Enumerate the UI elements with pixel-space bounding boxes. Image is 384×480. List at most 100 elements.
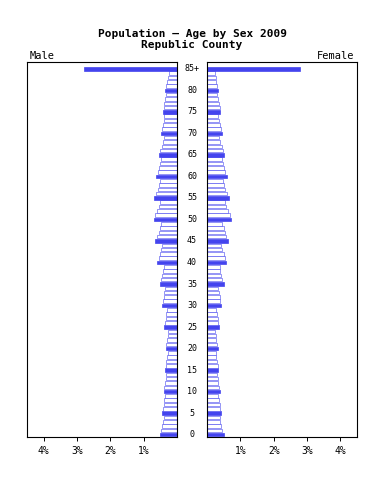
Bar	[207, 355, 216, 359]
Bar	[165, 368, 177, 372]
Text: 20: 20	[187, 344, 197, 353]
Bar	[168, 334, 177, 337]
Text: Female: Female	[317, 50, 354, 60]
Bar	[207, 235, 226, 239]
Bar	[207, 381, 218, 385]
Text: 55: 55	[187, 193, 197, 203]
Bar	[207, 153, 224, 156]
Bar	[207, 144, 222, 148]
Bar	[207, 76, 216, 79]
Bar	[207, 110, 220, 114]
Bar	[207, 321, 218, 324]
Bar	[168, 330, 177, 333]
Bar	[207, 67, 300, 71]
Bar	[162, 243, 177, 247]
Bar	[166, 89, 177, 92]
Bar	[167, 338, 177, 342]
Bar	[207, 312, 217, 316]
Bar	[207, 347, 218, 350]
Text: 75: 75	[187, 108, 197, 116]
Bar	[163, 420, 177, 423]
Bar	[207, 252, 224, 256]
Bar	[160, 433, 177, 436]
Bar	[159, 183, 177, 187]
Bar	[162, 274, 177, 277]
Bar	[164, 291, 177, 294]
Bar	[160, 282, 177, 286]
Bar	[207, 93, 217, 96]
Text: 5: 5	[189, 408, 195, 418]
Bar	[162, 304, 177, 307]
Bar	[163, 407, 177, 410]
Bar	[207, 218, 231, 221]
Bar	[166, 394, 177, 398]
Text: 30: 30	[187, 301, 197, 310]
Bar	[161, 278, 177, 281]
Text: 35: 35	[187, 279, 197, 288]
Bar	[164, 403, 177, 406]
Bar	[155, 239, 177, 243]
Bar	[207, 304, 221, 307]
Bar	[207, 351, 216, 355]
Bar	[160, 179, 177, 182]
Bar	[161, 132, 177, 135]
Bar	[164, 325, 177, 329]
Bar	[207, 243, 221, 247]
Text: 80: 80	[187, 86, 197, 95]
Bar	[207, 127, 221, 131]
Text: 40: 40	[187, 258, 197, 267]
Bar	[164, 385, 177, 389]
Bar	[163, 269, 177, 273]
Text: Male: Male	[30, 50, 55, 60]
Text: 0: 0	[189, 430, 195, 439]
Bar	[160, 201, 177, 204]
Bar	[157, 235, 177, 239]
Bar	[164, 265, 177, 269]
Bar	[207, 132, 222, 135]
Bar	[162, 127, 177, 131]
Bar	[166, 360, 177, 363]
Bar	[207, 162, 223, 165]
Bar	[167, 308, 177, 312]
Bar	[164, 390, 177, 394]
Bar	[207, 398, 219, 402]
Bar	[161, 157, 177, 161]
Bar	[207, 317, 218, 320]
Bar	[207, 308, 216, 312]
Bar	[166, 347, 177, 350]
Bar	[207, 334, 216, 337]
Bar	[207, 360, 217, 363]
Bar	[207, 170, 225, 174]
Bar	[168, 351, 177, 355]
Bar	[160, 226, 177, 230]
Bar	[166, 93, 177, 96]
Bar	[207, 149, 223, 152]
Bar	[207, 372, 217, 376]
Bar	[207, 230, 225, 234]
Bar	[207, 282, 224, 286]
Text: 45: 45	[187, 237, 197, 245]
Bar	[207, 84, 217, 88]
Bar	[166, 287, 177, 290]
Bar	[207, 295, 220, 299]
Bar	[207, 119, 218, 122]
Bar	[207, 136, 219, 140]
Bar	[207, 201, 225, 204]
Bar	[159, 256, 177, 260]
Bar	[207, 265, 220, 269]
Bar	[207, 278, 222, 281]
Bar	[207, 192, 227, 195]
Bar	[162, 411, 177, 415]
Bar	[166, 312, 177, 316]
Bar	[207, 420, 220, 423]
Bar	[164, 101, 177, 105]
Text: 60: 60	[187, 172, 197, 181]
Bar	[207, 429, 222, 432]
Bar	[163, 110, 177, 114]
Bar	[207, 114, 218, 118]
Bar	[207, 222, 222, 226]
Bar	[207, 248, 222, 252]
Bar	[207, 106, 220, 109]
Bar	[207, 205, 226, 208]
Bar	[165, 381, 177, 385]
